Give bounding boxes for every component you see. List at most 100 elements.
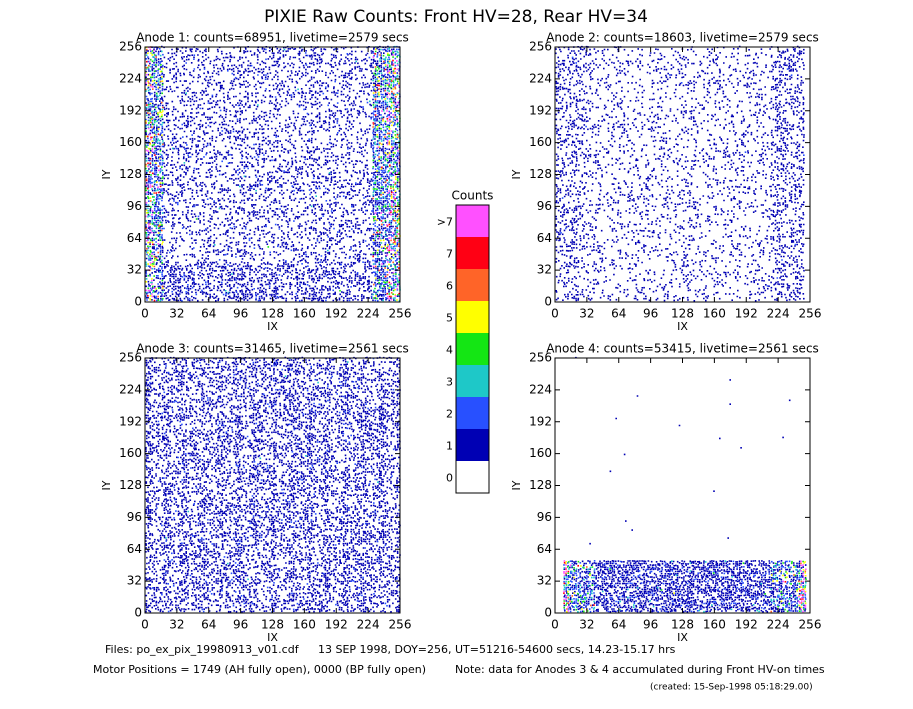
pixel-texture (555, 45, 805, 302)
footer-files: Files: po_ex_pix_19980913_v01.cdf (105, 643, 300, 656)
x-tick-label: 256 (389, 618, 412, 632)
x-tick-label: 224 (767, 307, 790, 321)
y-tick-label: 256 (119, 40, 142, 54)
y-tick-label: 256 (119, 351, 142, 365)
x-tick-label: 32 (579, 307, 594, 321)
panel-title: Anode 1: counts=68951, livetime=2579 sec… (136, 31, 409, 45)
footer-motor: Motor Positions = 1749 (AH fully open), … (93, 663, 426, 676)
plot-frame (554, 46, 811, 303)
y-tick-label: 32 (537, 263, 552, 277)
y-tick-label: 160 (119, 446, 142, 460)
x-tick-label: 192 (735, 618, 758, 632)
y-tick-label: 224 (119, 71, 142, 85)
y-tick-label: 224 (529, 382, 552, 396)
x-tick-label: 128 (671, 307, 694, 321)
y-axis-label: IY (510, 169, 523, 179)
y-tick-label: 224 (119, 382, 142, 396)
x-tick-label: 160 (703, 618, 726, 632)
pixel-texture (145, 45, 401, 302)
x-tick-label: 128 (261, 307, 284, 321)
pixel-texture (563, 560, 807, 613)
y-tick-label: 128 (529, 478, 552, 492)
y-tick-label: 192 (529, 103, 552, 117)
x-tick-label: 0 (551, 618, 559, 632)
x-axis-label: IX (677, 320, 688, 333)
colorbar-label: >7 (437, 216, 453, 229)
y-tick-label: 32 (127, 574, 142, 588)
y-tick-label: 64 (127, 231, 142, 245)
y-tick-label: 192 (119, 414, 142, 428)
colorbar-label: 2 (446, 408, 453, 421)
colorbar-cell (456, 365, 489, 397)
x-tick-label: 96 (643, 307, 658, 321)
panel: Anode 2: counts=18603, livetime=2579 sec… (510, 31, 821, 334)
footer-note: Note: data for Anodes 3 & 4 accumulated … (455, 663, 825, 676)
panel: Anode 1: counts=68951, livetime=2579 sec… (100, 31, 411, 334)
colorbar-cell (456, 301, 489, 333)
pixel-texture (145, 356, 401, 613)
pixel-texture (145, 45, 401, 302)
y-tick-label: 32 (537, 574, 552, 588)
colorbar-frame (455, 204, 490, 494)
colorbar-cell (456, 429, 489, 461)
y-axis-label: IY (510, 480, 523, 490)
x-tick-label: 32 (169, 307, 184, 321)
x-tick-label: 160 (293, 618, 316, 632)
x-tick-label: 160 (703, 307, 726, 321)
y-tick-label: 64 (127, 542, 142, 556)
y-tick-label: 0 (134, 606, 142, 620)
y-tick-label: 96 (127, 510, 142, 524)
x-tick-label: 96 (643, 618, 658, 632)
x-tick-label: 64 (611, 618, 626, 632)
x-axis-label: IX (677, 631, 688, 644)
x-tick-label: 64 (201, 618, 216, 632)
x-tick-label: 128 (261, 618, 284, 632)
panel: Anode 4: counts=53415, livetime=2561 sec… (510, 342, 821, 645)
x-axis-label: IX (267, 320, 278, 333)
panel-title: Anode 3: counts=31465, livetime=2561 sec… (136, 342, 409, 356)
colorbar-title: Counts (452, 189, 494, 203)
x-tick-label: 0 (141, 307, 149, 321)
x-tick-label: 256 (389, 307, 412, 321)
x-tick-label: 32 (169, 618, 184, 632)
colorbar-label: 6 (446, 280, 453, 293)
x-tick-label: 0 (551, 307, 559, 321)
x-tick-label: 224 (767, 618, 790, 632)
y-tick-label: 96 (537, 199, 552, 213)
x-tick-label: 0 (141, 618, 149, 632)
pixel-texture (145, 50, 401, 301)
y-tick-label: 192 (529, 414, 552, 428)
y-tick-label: 160 (529, 446, 552, 460)
x-axis-label: IX (267, 631, 278, 644)
colorbar-cell (456, 333, 489, 365)
y-tick-label: 192 (119, 103, 142, 117)
x-tick-label: 160 (293, 307, 316, 321)
x-tick-label: 192 (735, 307, 758, 321)
y-tick-label: 96 (127, 199, 142, 213)
colorbar-label: 7 (446, 248, 453, 261)
y-tick-label: 128 (119, 478, 142, 492)
x-tick-label: 96 (233, 618, 248, 632)
pixel-texture (563, 356, 807, 613)
y-tick-label: 128 (529, 167, 552, 181)
y-tick-label: 128 (119, 167, 142, 181)
x-tick-label: 64 (201, 307, 216, 321)
footer-date: 13 SEP 1998, DOY=256, UT=51216-54600 sec… (318, 643, 676, 656)
colorbar-cell (456, 205, 489, 237)
y-axis-label: IY (100, 169, 113, 179)
x-tick-label: 256 (799, 307, 822, 321)
y-tick-label: 0 (134, 295, 142, 309)
colorbar-label: 1 (446, 440, 453, 453)
colorbar-label: 0 (446, 472, 453, 485)
panel-title: Anode 2: counts=18603, livetime=2579 sec… (546, 31, 819, 45)
x-tick-label: 256 (799, 618, 822, 632)
y-tick-label: 64 (537, 231, 552, 245)
x-tick-label: 64 (611, 307, 626, 321)
y-tick-label: 32 (127, 263, 142, 277)
colorbar-cell (456, 237, 489, 269)
x-tick-label: 128 (671, 618, 694, 632)
y-tick-label: 224 (529, 71, 552, 85)
panel: Anode 3: counts=31465, livetime=2561 sec… (100, 342, 411, 645)
